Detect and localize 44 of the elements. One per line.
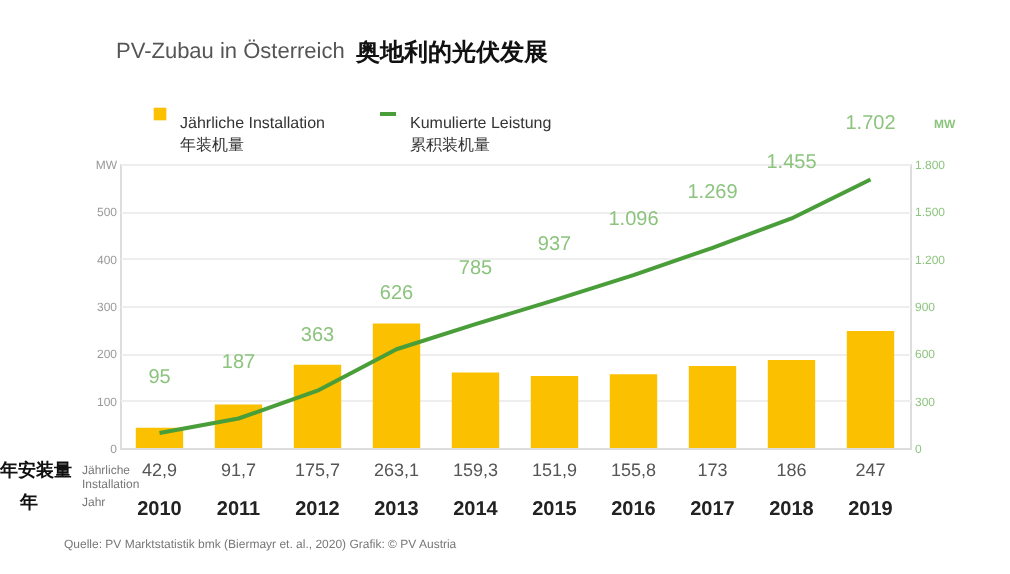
data-label: 175,7 xyxy=(294,460,341,480)
data-label: 155,8 xyxy=(610,460,657,480)
text: 年 xyxy=(18,492,38,512)
x-tick-label: 2010 xyxy=(137,499,183,521)
data-label: 263,1 xyxy=(373,460,420,480)
data-label: 1.269 xyxy=(687,181,739,204)
bar xyxy=(688,366,737,448)
chart-title: PV-Zubau in Österreich xyxy=(116,38,345,64)
data-label: 173 xyxy=(697,460,728,480)
data-label: 187 xyxy=(221,352,257,375)
bar xyxy=(767,359,816,448)
x-tick-label: 2012 xyxy=(295,499,341,521)
legend-label: Kumulierte Leistung 累积装机量 xyxy=(410,114,552,154)
data-label: 247 xyxy=(855,460,886,480)
data-label: 42,9 xyxy=(141,460,178,480)
data-label: 785 xyxy=(458,258,494,281)
data-label: 91,7 xyxy=(220,460,257,480)
x-tick-label: 2013 xyxy=(374,499,420,521)
bar xyxy=(293,364,342,448)
data-label: 151,9 xyxy=(531,460,578,480)
data-label: 937 xyxy=(537,234,573,257)
data-label: 186 xyxy=(776,460,807,480)
data-label: 1.096 xyxy=(608,209,660,232)
x-tick-label: 2015 xyxy=(532,499,578,521)
x-tick-label: 2016 xyxy=(611,499,657,521)
data-label: 626 xyxy=(379,283,415,306)
chart-subtitle: 奥地利的光伏发展 xyxy=(354,38,548,66)
data-label: 363 xyxy=(300,324,336,347)
x-tick-label: 2017 xyxy=(690,499,736,521)
data-label: 159,3 xyxy=(452,460,499,480)
x-tick-label: 2019 xyxy=(848,499,894,521)
legend-label: Jährliche Installation 年装机量 xyxy=(180,114,325,154)
bar xyxy=(451,372,500,448)
bar xyxy=(530,376,579,448)
data-label: 95 xyxy=(148,367,172,390)
text: 年安装量 xyxy=(0,460,72,480)
bar xyxy=(372,323,421,448)
x-tick-label: 2011 xyxy=(216,499,262,521)
bar xyxy=(846,331,895,448)
x-tick-label: 2014 xyxy=(453,499,499,521)
data-label: 1.702 xyxy=(845,113,897,136)
bar xyxy=(609,374,658,448)
x-tick-label: 2018 xyxy=(769,499,815,521)
data-label: 1.455 xyxy=(766,152,818,175)
